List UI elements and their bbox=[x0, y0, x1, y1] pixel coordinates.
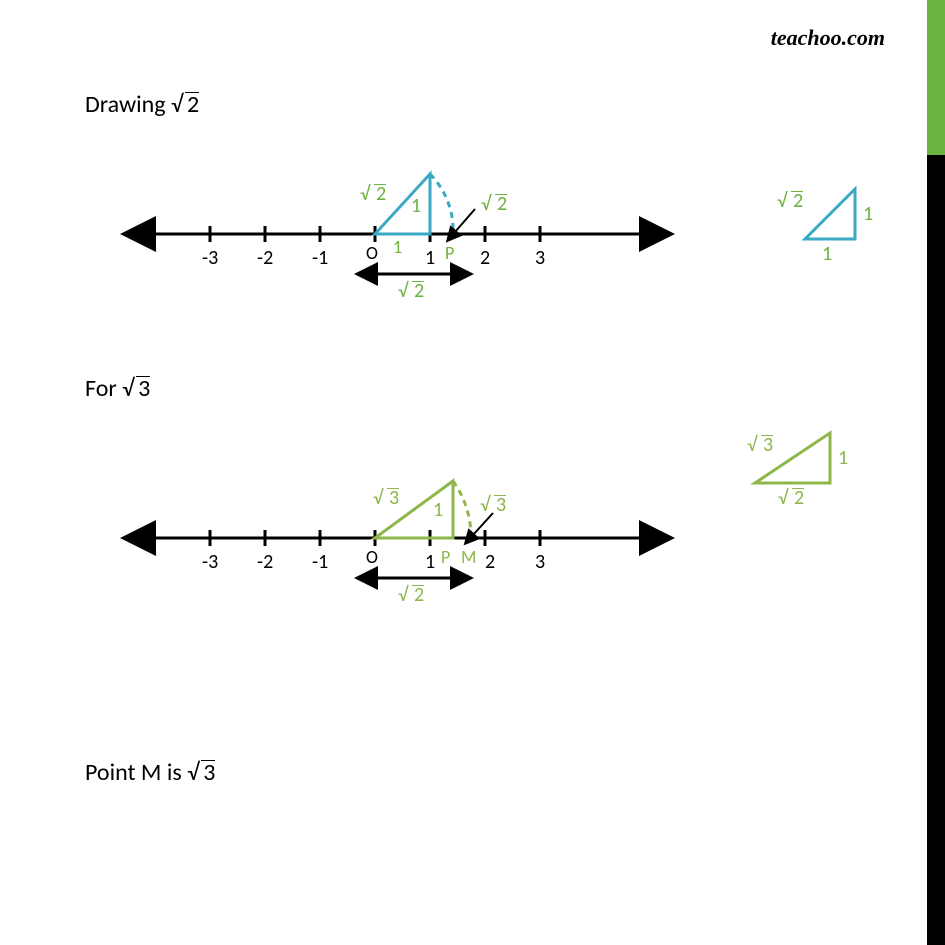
heading-sqrt2: Drawing 2 bbox=[85, 90, 885, 119]
diagram-sqrt3: -3 -2 -1 1 2 3 3 1 3 O P M 2 3 1 2 bbox=[85, 418, 885, 638]
side-hyp: 2 bbox=[777, 189, 803, 213]
base-1-label: 1 bbox=[393, 236, 402, 258]
heading2-prefix: For bbox=[85, 374, 122, 403]
tick-label: -2 bbox=[257, 246, 273, 270]
tick-label: 2 bbox=[485, 550, 495, 574]
heading1-prefix: Drawing bbox=[85, 90, 171, 119]
height-label: 1 bbox=[433, 498, 443, 522]
side-height: 1 bbox=[838, 446, 848, 470]
diagram-sqrt2: -3 -2 -1 1 2 3 2 1 2 1 O P 2 2 1 1 bbox=[85, 134, 885, 334]
diagram2-svg: -3 -2 -1 1 2 3 bbox=[85, 418, 935, 638]
side-height: 1 bbox=[863, 202, 873, 226]
sidebar-green bbox=[927, 0, 945, 155]
sqrt2-symbol: 2 bbox=[171, 90, 199, 119]
span-label: 2 bbox=[398, 279, 424, 303]
point-p: P bbox=[441, 546, 450, 568]
span-label: 2 bbox=[398, 583, 424, 607]
heading-point-m: Point M is 3 bbox=[85, 758, 885, 787]
arrow-to-p bbox=[455, 209, 475, 232]
heading-sqrt3: For 3 bbox=[85, 374, 885, 403]
tick-label: -3 bbox=[202, 246, 218, 270]
arc-sqrt3 bbox=[453, 481, 471, 538]
content: Drawing 2 -3 -2 -1 1 2 bbox=[0, 0, 945, 787]
arc-label: 3 bbox=[480, 493, 506, 517]
tick-label: 1 bbox=[425, 246, 435, 270]
sqrt3-symbol-2: 3 bbox=[187, 758, 215, 787]
side-triangle-sqrt2 bbox=[805, 189, 855, 239]
side-base: 1 bbox=[822, 242, 832, 266]
point-m: M bbox=[461, 546, 476, 568]
sqrt3-symbol: 3 bbox=[122, 374, 150, 403]
point-o: O bbox=[366, 546, 378, 568]
height-label: 1 bbox=[411, 194, 421, 218]
hyp-label: 2 bbox=[360, 182, 386, 206]
tick-label: -3 bbox=[202, 550, 218, 574]
hyp-label: 3 bbox=[373, 486, 399, 510]
tick-label: 1 bbox=[425, 550, 435, 574]
point-p: P bbox=[445, 242, 454, 264]
arc-sqrt2 bbox=[430, 174, 453, 234]
tick-label: -1 bbox=[312, 550, 328, 574]
diagram1-svg: -3 -2 -1 1 2 3 bbox=[85, 134, 935, 334]
heading3-prefix: Point M is bbox=[85, 758, 187, 787]
tick-label: 3 bbox=[535, 246, 545, 270]
watermark: teachoo.com bbox=[771, 25, 885, 51]
tick-label: -2 bbox=[257, 550, 273, 574]
arc-label: 2 bbox=[481, 192, 507, 216]
side-base: 2 bbox=[778, 486, 804, 510]
tick-label: 3 bbox=[535, 550, 545, 574]
point-o: O bbox=[366, 242, 378, 264]
tick-label: 2 bbox=[480, 246, 490, 270]
side-hyp: 3 bbox=[747, 433, 773, 457]
tick-label: -1 bbox=[312, 246, 328, 270]
